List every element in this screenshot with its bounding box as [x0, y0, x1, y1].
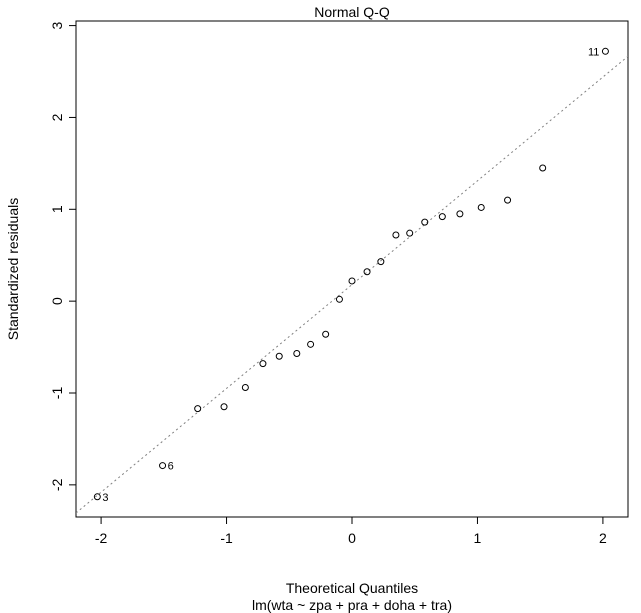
- x-axis-label: Theoretical Quantiles: [286, 580, 418, 596]
- data-point: [438, 213, 446, 221]
- y-axis: -2 -1 0 1 2 3: [49, 21, 76, 491]
- points-layer: 3 6 11: [93, 46, 609, 504]
- data-point: [194, 405, 202, 413]
- y-axis-label: Standardized residuals: [5, 198, 21, 340]
- data-point: [275, 352, 283, 360]
- y-tick-label: 2: [49, 113, 65, 121]
- data-point: [93, 493, 101, 501]
- data-point: [377, 258, 385, 266]
- data-point: [421, 218, 429, 226]
- data-point: [220, 403, 228, 411]
- data-point: [392, 231, 400, 239]
- y-tick-label: -1: [49, 387, 65, 400]
- chart-title: Normal Q-Q: [314, 4, 390, 20]
- x-tick-label: 1: [474, 530, 482, 546]
- y-tick-label: -2: [49, 478, 65, 491]
- data-point: [159, 462, 167, 470]
- data-point: [348, 277, 356, 285]
- qq-reference-line: [76, 55, 628, 514]
- data-point: [259, 360, 267, 368]
- x-tick-label: 0: [348, 530, 356, 546]
- model-formula-subtitle: lm(wta ~ zpa + pra + doha + tra): [252, 597, 452, 613]
- x-tick-label: -1: [220, 530, 233, 546]
- plot-frame: [75, 20, 629, 518]
- y-tick-label: 0: [49, 297, 65, 305]
- data-point: [504, 196, 512, 204]
- data-point: [477, 203, 485, 211]
- data-point: [307, 340, 315, 348]
- y-tick-label: 3: [49, 21, 65, 29]
- x-axis: -2 -1 0 1 2: [95, 517, 607, 546]
- x-tick-label: 2: [599, 530, 607, 546]
- reference-line-layer: [76, 55, 628, 514]
- x-tick-label: -2: [95, 530, 108, 546]
- data-point: [322, 330, 330, 338]
- data-point: [293, 350, 301, 358]
- y-tick-label: 1: [49, 205, 65, 213]
- data-point: [363, 268, 371, 276]
- point-label: 3: [102, 492, 108, 504]
- data-point: [241, 383, 249, 391]
- data-point: [406, 229, 414, 237]
- point-label: 11: [588, 46, 599, 58]
- data-point: [601, 47, 609, 55]
- data-point: [335, 295, 343, 303]
- data-point: [456, 210, 464, 218]
- data-point: [539, 164, 547, 172]
- point-label: 6: [168, 461, 174, 473]
